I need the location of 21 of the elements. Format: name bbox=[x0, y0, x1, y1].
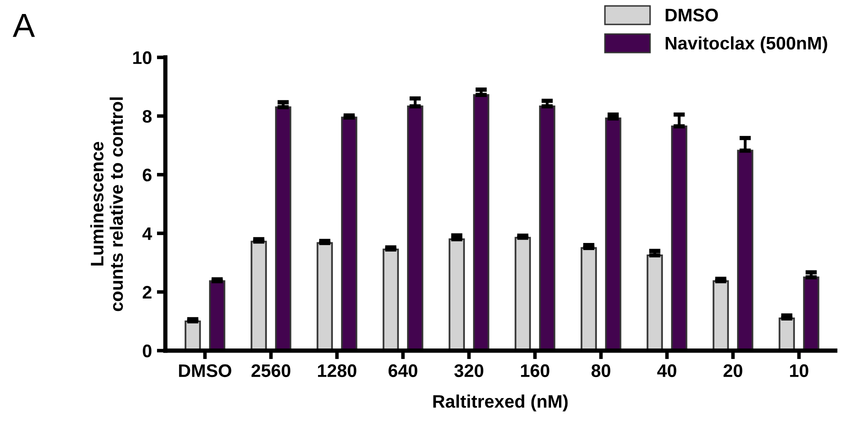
x-tick-label: 640 bbox=[388, 364, 418, 378]
x-tick-label: 40 bbox=[657, 364, 676, 378]
x-tick-label: 2560 bbox=[252, 364, 290, 378]
y-tick-label: 2 bbox=[142, 286, 152, 299]
y-tick-label: 4 bbox=[142, 227, 152, 240]
x-tick-label: 160 bbox=[521, 364, 550, 378]
text: A bbox=[12, 14, 35, 37]
x-tick-label: 80 bbox=[592, 364, 610, 378]
x-tick-label: 20 bbox=[724, 364, 742, 378]
y-tick-label: 8 bbox=[142, 110, 152, 123]
legend-label: Navitoclax (500nM) bbox=[666, 36, 828, 54]
x-tick-label: 1280 bbox=[318, 364, 356, 378]
x-tick-label: DMSO bbox=[179, 364, 232, 378]
x-tick-label: 10 bbox=[790, 364, 808, 378]
legend-label: DMSO bbox=[666, 8, 718, 22]
y-tick-label: 6 bbox=[142, 168, 152, 182]
x-tick-label: 320 bbox=[454, 364, 484, 378]
x-axis-title: Raltitrexed (nM) bbox=[433, 394, 568, 412]
y-tick-label: 0 bbox=[142, 344, 152, 358]
y-axis-title: Luminescence counts relative to control bbox=[90, 97, 123, 312]
y-tick-label: 10 bbox=[133, 51, 152, 64]
